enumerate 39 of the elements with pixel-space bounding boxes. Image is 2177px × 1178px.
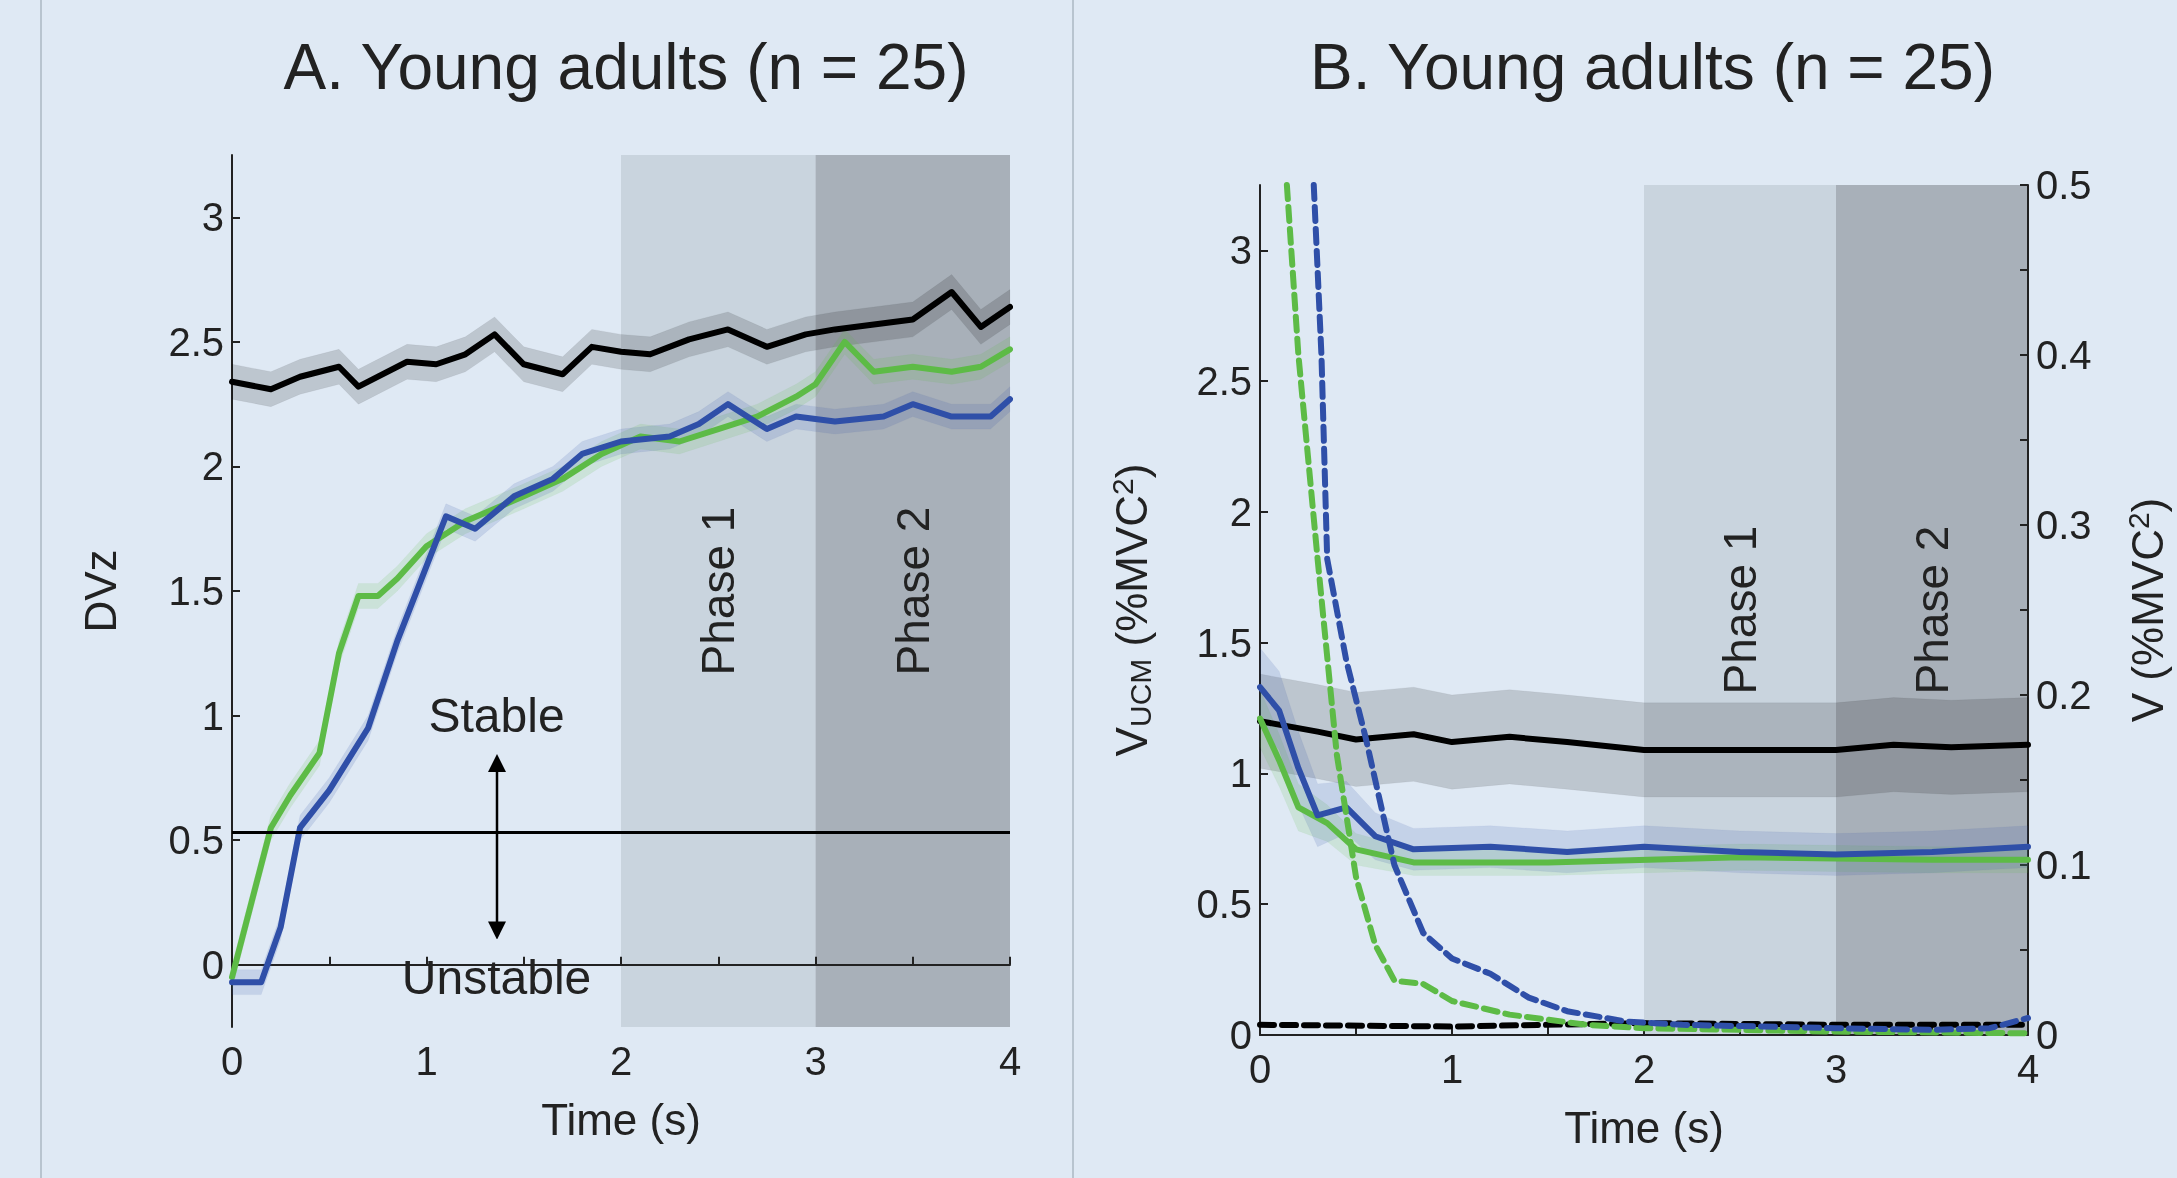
y2-tick-label: 0.4 [2036, 333, 2092, 377]
x-tick-label: 1 [1440, 1047, 1464, 1091]
y2-axis-title: V (%MVC2) [2121, 497, 2172, 723]
y-axis-title: DVz [75, 549, 125, 633]
x-axis-title: Time (s) [1564, 1102, 1724, 1152]
y-tick-label: 1.5 [168, 569, 224, 613]
x-tick-label: 4 [2016, 1047, 2040, 1091]
y-tick-label: 3 [201, 195, 224, 240]
y-tick-label: 2.5 [1196, 359, 1252, 404]
chart-title: A. Young adults (n = 25) [283, 31, 969, 103]
y-tick-label: 2.5 [168, 319, 224, 364]
y-tick-label: 2 [1229, 489, 1252, 534]
x-tick-label: 3 [1824, 1047, 1848, 1091]
y-tick-label: 3 [1229, 228, 1252, 273]
chart-title: B. Young adults (n = 25) [1310, 31, 1995, 103]
annotation: Stable [428, 689, 565, 743]
band-label: Phase 2 [1906, 525, 1958, 695]
x-tick-label: 1 [415, 1039, 438, 1083]
y-tick-label: 0 [201, 942, 224, 987]
y-tick-label: 0.5 [1196, 882, 1252, 927]
y-tick-label: 1 [1229, 751, 1252, 796]
y-tick-label: 1 [201, 693, 224, 738]
y2-tick-label: 0.5 [2036, 163, 2092, 207]
y2-tick-label: 0.1 [2036, 843, 2092, 887]
x-tick-label: 3 [804, 1039, 827, 1083]
y2-tick-label: 0.2 [2036, 673, 2092, 717]
x-axis-title: Time (s) [541, 1094, 701, 1144]
band-label: Phase 2 [886, 506, 939, 676]
y-axis-title: VUCM (%MVC2) [1105, 463, 1157, 757]
x-tick-label: 2 [609, 1039, 633, 1083]
band-label: Phase 1 [1714, 525, 1766, 695]
y2-tick-label: 0.3 [2036, 503, 2092, 547]
y-tick-label: 2 [201, 444, 224, 489]
band-label: Phase 1 [692, 506, 745, 676]
x-tick-label: 4 [998, 1039, 1022, 1083]
annotation: Unstable [401, 950, 592, 1004]
x-tick-label: 2 [1632, 1047, 1656, 1091]
y-tick-label: 1.5 [1196, 620, 1252, 665]
y-tick-label: 0.5 [168, 818, 224, 863]
